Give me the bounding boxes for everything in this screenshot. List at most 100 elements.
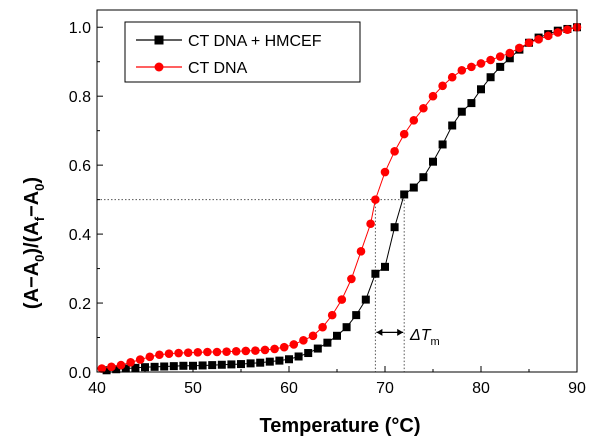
y-axis-title-part: ) [21,177,43,184]
data-point-circle [563,25,572,34]
data-point-circle [380,167,390,177]
data-point-square [486,73,495,82]
y-tick-label: 1.0 [69,20,91,37]
data-point-square [342,323,351,332]
data-point-square [390,223,399,232]
data-point-square [217,360,226,369]
x-tick-label: 90 [568,380,586,397]
data-point-circle [356,247,366,256]
data-point-square [400,190,409,199]
delta-tm-subscript: m [431,336,440,348]
y-axis-title-subscript: f [32,216,47,221]
data-point-circle [495,52,505,61]
x-tick-label: 70 [376,380,394,397]
data-point-circle [337,295,347,304]
data-point-circle [107,362,116,372]
data-point-circle [447,72,457,82]
x-tick-label: 40 [88,380,106,397]
data-point-square [246,359,255,368]
data-point-circle [347,274,356,284]
data-point-circle [212,347,222,357]
data-point-circle [270,344,279,354]
data-point-square [429,157,437,166]
data-point-circle [390,147,399,156]
data-point-circle [366,219,375,229]
data-point-square [189,361,197,370]
delta-tm-label: ΔTm [409,327,440,348]
x-tick-label: 80 [472,380,490,397]
data-point-square [102,366,111,375]
y-axis-title: (A−A0)/(Af−A0) [21,177,47,309]
data-point-square [304,349,313,358]
y-tick-label: 0.4 [69,227,91,244]
legend: CT DNA + HMCEF CT DNA [124,21,361,83]
data-point-circle [438,81,447,91]
data-point-square [313,344,322,353]
data-point-circle [476,59,486,68]
data-point-square [160,362,169,371]
delta-tm-arrowhead-right [397,328,404,336]
legend-marker-hmcef [154,35,164,45]
data-point-square [121,364,130,373]
y-axis-title-part: )/(A [21,221,43,254]
data-point-circle [183,348,193,357]
data-point-circle [145,352,155,362]
series-1 [97,22,582,373]
data-point-square [179,361,188,370]
y-axis-title-part: −A [21,191,43,217]
data-point-square [352,311,361,320]
data-point-square [419,173,428,182]
data-point-square [409,183,418,192]
reference-lines [97,199,405,372]
data-point-square [477,85,485,94]
x-tick-label: 50 [184,380,202,397]
legend-label-hmcef: CT DNA + HMCEF [188,33,322,50]
data-point-square [323,338,332,347]
data-point-circle [428,91,438,101]
data-point-square [333,331,341,340]
x-tick-label: 60 [280,380,298,397]
data-point-circle [505,48,515,58]
data-point-circle [409,116,419,125]
data-point-square [457,107,466,116]
data-point-square [265,357,274,366]
y-tick-label: 0.2 [69,296,91,313]
data-point-circle [308,331,318,341]
data-point-circle [318,322,327,332]
delta-tm-annotation: ΔTm [409,327,440,348]
data-point-circle [193,348,203,357]
data-point-circle [155,350,164,360]
data-point-square [198,361,207,370]
axes [96,9,578,373]
data-point-circle [203,347,212,357]
data-point-circle [116,360,126,370]
data-point-circle [467,62,476,72]
data-point-circle [241,346,251,356]
data-point-square [169,362,178,371]
data-point-square [381,262,389,271]
data-point-circle [457,66,467,75]
data-point-square [227,360,236,369]
data-point-circle [97,364,107,373]
delta-tm-arrowhead-left [376,328,383,336]
data-point-square [467,99,476,108]
legend-box [124,21,361,83]
data-point-circle [251,346,260,355]
data-point-circle [486,55,495,65]
data-point-square [448,121,457,130]
data-point-circle [135,355,145,364]
data-point-square [131,363,140,372]
data-point-circle [164,349,174,359]
data-point-circle [543,31,553,41]
data-point-square [285,355,293,364]
y-axis-title-part: (A−A [21,262,43,309]
data-point-circle [222,347,231,356]
y-tick-label: 0.6 [69,158,91,175]
data-point-circle [327,310,337,320]
data-point-circle [534,35,543,44]
x-axis-title: Temperature (°C) [260,415,421,437]
data-point-circle [279,342,289,352]
y-tick-label: 0.8 [69,89,91,106]
data-point-square [371,269,380,278]
